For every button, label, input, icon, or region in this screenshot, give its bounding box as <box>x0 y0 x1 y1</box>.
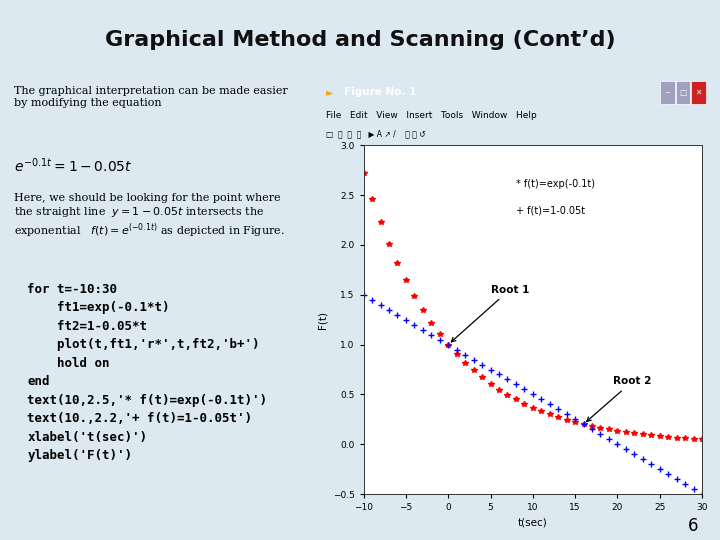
Text: File   Edit   View   Insert   Tools   Window   Help: File Edit View Insert Tools Window Help <box>326 111 537 120</box>
Text: □  🗂  💾  🖨   ▶ A ↗ /    🔍 🔍 ↺: □ 🗂 💾 🖨 ▶ A ↗ / 🔍 🔍 ↺ <box>326 130 426 138</box>
Text: * f(t)=exp(-0.1t): * f(t)=exp(-0.1t) <box>516 179 595 189</box>
Y-axis label: F(t): F(t) <box>317 310 327 329</box>
FancyBboxPatch shape <box>660 80 675 104</box>
Text: 6: 6 <box>688 517 698 535</box>
Text: Root 1: Root 1 <box>451 285 529 342</box>
X-axis label: t(sec): t(sec) <box>518 518 548 528</box>
Text: Graphical Method and Scanning (Cont’d): Graphical Method and Scanning (Cont’d) <box>104 30 616 50</box>
Text: for t=-10:30
    ft1=exp(-0.1*t)
    ft2=1-0.05*t
    plot(t,ft1,'r*',t,ft2,'b+': for t=-10:30 ft1=exp(-0.1*t) ft2=1-0.05*… <box>27 283 267 462</box>
FancyBboxPatch shape <box>691 80 706 104</box>
Text: Figure No. 1: Figure No. 1 <box>344 87 416 97</box>
Text: ✕: ✕ <box>696 88 702 97</box>
Text: $e^{-0.1t} = 1 - 0.05t$: $e^{-0.1t} = 1 - 0.05t$ <box>14 156 133 175</box>
Text: The graphical interpretation can be made easier
by modifying the equation: The graphical interpretation can be made… <box>14 86 288 108</box>
Text: □: □ <box>680 88 687 97</box>
Text: –: – <box>665 88 669 97</box>
FancyBboxPatch shape <box>675 80 690 104</box>
Text: ►: ► <box>326 87 334 97</box>
Text: Root 2: Root 2 <box>587 376 652 421</box>
Text: + f(t)=1-0.05t: + f(t)=1-0.05t <box>516 205 585 215</box>
Text: Here, we should be looking for the point where
the straight line  $y = 1-0.05t$ : Here, we should be looking for the point… <box>14 193 285 240</box>
